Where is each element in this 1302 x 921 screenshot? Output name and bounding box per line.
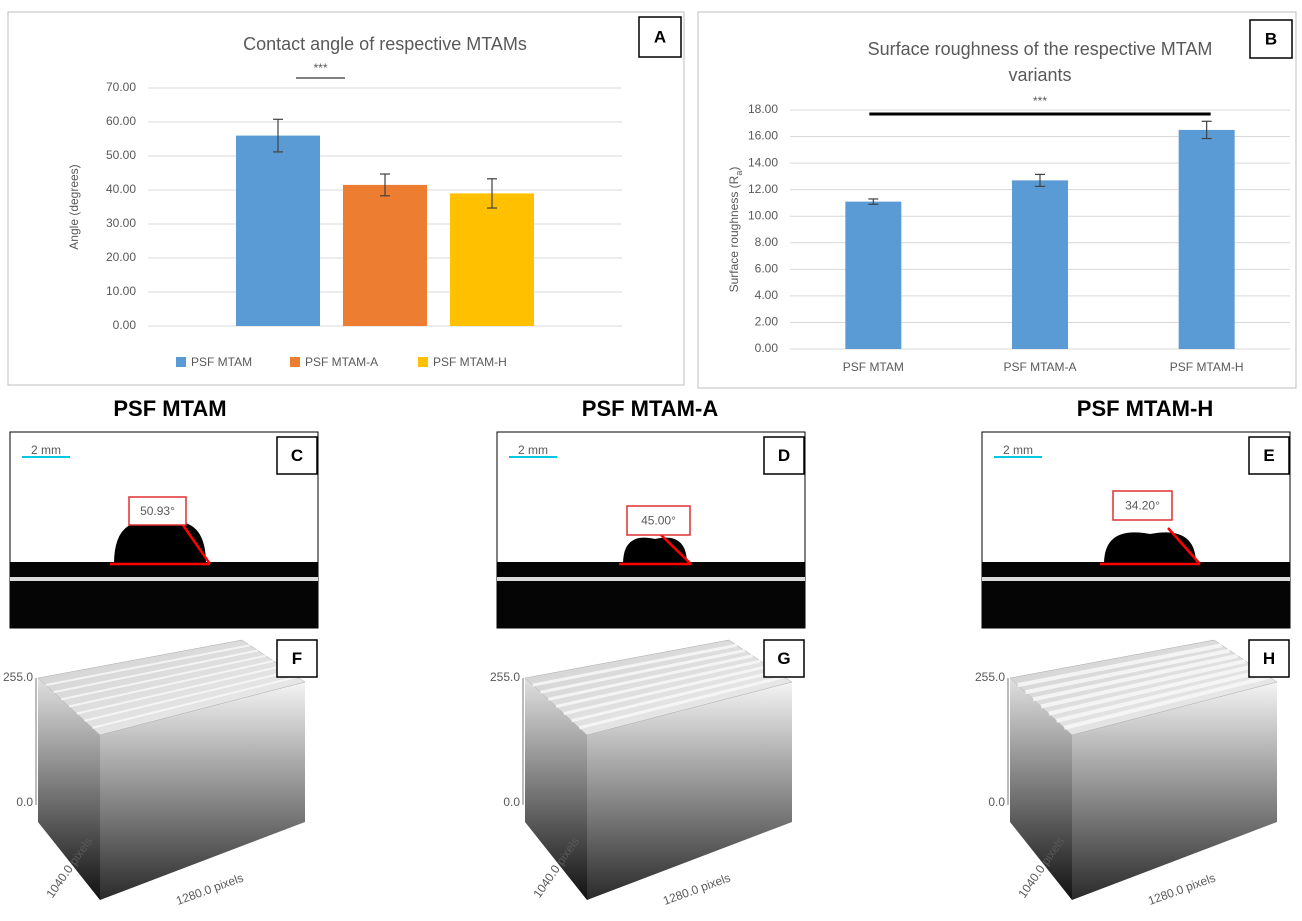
substrate <box>497 562 805 628</box>
panel-label: F <box>292 649 302 668</box>
x-tick-label: PSF MTAM-H <box>1170 360 1244 374</box>
figure: Contact angle of respective MTAMs A 0.00 10… <box>0 0 1302 921</box>
z-max-label: 255.0 <box>490 670 520 684</box>
y-tick-label: 40.00 <box>106 182 136 196</box>
y-tick-label: 10.00 <box>106 284 136 298</box>
z-max-label: 255.0 <box>3 670 33 684</box>
panel-label: A <box>654 27 666 46</box>
substrate-edge <box>497 577 805 581</box>
z-min-label: 0.0 <box>988 795 1005 809</box>
legend-label: PSF MTAM-A <box>305 355 378 369</box>
y-tick-label: 6.00 <box>755 262 779 276</box>
z-min-label: 0.0 <box>503 795 520 809</box>
legend-label: PSF MTAM <box>191 355 252 369</box>
droplet <box>1104 532 1196 564</box>
angle-label: 45.00° <box>641 514 676 528</box>
droplet <box>114 522 206 564</box>
y-tick-label: 30.00 <box>106 216 136 230</box>
chart-title: Surface roughness of the respective MTAM <box>868 39 1213 59</box>
legend-swatch <box>290 357 300 367</box>
y-tick-label: 8.00 <box>755 235 779 249</box>
panel-label: H <box>1263 649 1275 668</box>
substrate <box>982 562 1290 628</box>
scale-label: 2 mm <box>1003 443 1033 457</box>
panel-label: B <box>1265 29 1277 48</box>
bar <box>450 193 534 326</box>
y-tick-label: 12.00 <box>748 182 778 196</box>
y-tick-label: 10.00 <box>748 208 778 222</box>
panel-label: G <box>777 649 790 668</box>
y-axis-label-part: Surface roughness (R <box>727 175 741 292</box>
y-axis-label-part: ) <box>727 167 741 171</box>
substrate-edge <box>982 577 1290 581</box>
z-max-label: 255.0 <box>975 670 1005 684</box>
y-tick-label: 20.00 <box>106 250 136 264</box>
bar <box>1012 180 1068 349</box>
y-tick-label: 50.00 <box>106 148 136 162</box>
panel-label: D <box>778 446 790 465</box>
legend-swatch <box>176 357 186 367</box>
y-tick-label: 2.00 <box>755 315 779 329</box>
panel-label: E <box>1263 446 1274 465</box>
y-tick-label: 4.00 <box>755 288 779 302</box>
y-tick-label: 60.00 <box>106 114 136 128</box>
substrate-edge <box>10 577 318 581</box>
y-axis-label: Angle (degrees) <box>67 164 81 249</box>
sample-title: PSF MTAM-A <box>582 396 719 421</box>
sample-title: PSF MTAM-H <box>1077 396 1213 421</box>
angle-label: 34.20° <box>1125 499 1160 513</box>
y-tick-label: 18.00 <box>748 102 778 116</box>
legend-label: PSF MTAM-H <box>433 355 507 369</box>
bar <box>343 185 427 326</box>
chart-title: variants <box>1008 65 1071 85</box>
scale-label: 2 mm <box>31 443 61 457</box>
y-tick-label: 14.00 <box>748 155 778 169</box>
significance-label: *** <box>313 61 327 75</box>
legend-swatch <box>418 357 428 367</box>
bar <box>1179 130 1235 349</box>
substrate <box>10 562 318 628</box>
significance-label: *** <box>1033 94 1047 108</box>
chart-title: Contact angle of respective MTAMs <box>243 34 527 54</box>
y-tick-label: 0.00 <box>755 341 779 355</box>
y-tick-label: 0.00 <box>113 318 137 332</box>
y-tick-label: 16.00 <box>748 129 778 143</box>
angle-label: 50.93° <box>140 504 175 518</box>
bar <box>236 136 320 326</box>
z-min-label: 0.0 <box>16 795 33 809</box>
x-tick-label: PSF MTAM <box>843 360 904 374</box>
x-tick-label: PSF MTAM-A <box>1003 360 1076 374</box>
bar <box>845 202 901 349</box>
scale-label: 2 mm <box>518 443 548 457</box>
sample-title: PSF MTAM <box>113 396 226 421</box>
panel-label: C <box>291 446 303 465</box>
y-tick-label: 70.00 <box>106 80 136 94</box>
